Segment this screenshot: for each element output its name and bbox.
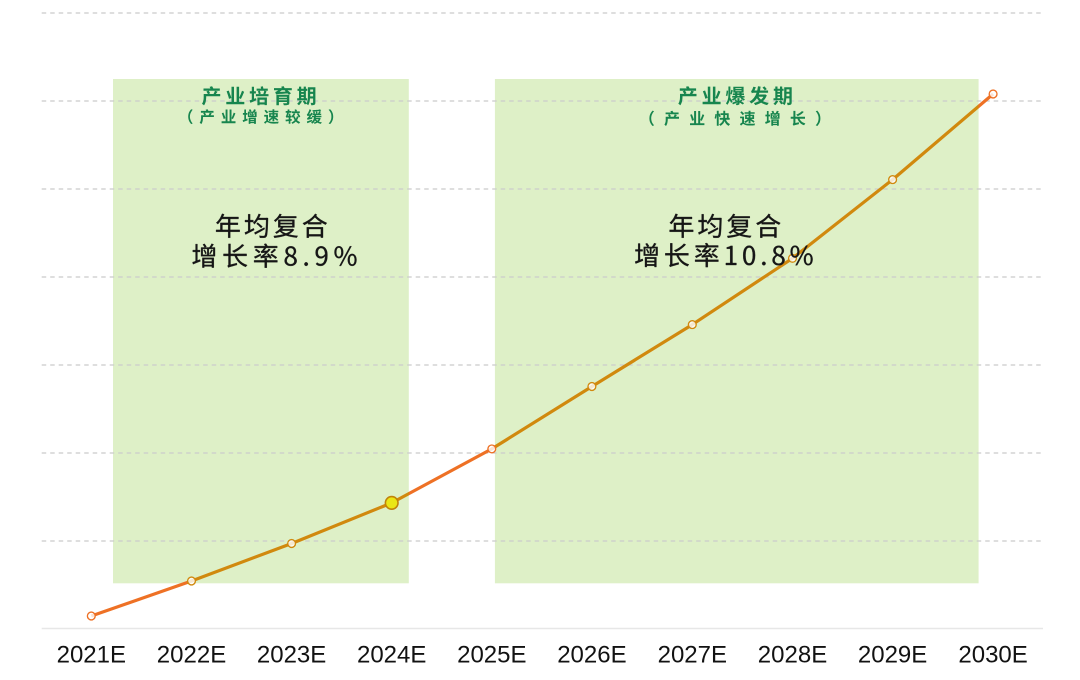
svg-text:2021E: 2021E (57, 642, 126, 669)
svg-text:2027E: 2027E (658, 642, 727, 669)
svg-text:2022E: 2022E (157, 642, 226, 669)
svg-text:2030E: 2030E (958, 642, 1027, 669)
svg-text:2026E: 2026E (557, 642, 626, 669)
svg-text:2028E: 2028E (758, 642, 827, 669)
svg-text:2029E: 2029E (858, 642, 927, 669)
svg-text:2023E: 2023E (257, 642, 326, 669)
svg-text:2024E: 2024E (357, 642, 426, 669)
svg-text:2025E: 2025E (457, 642, 526, 669)
